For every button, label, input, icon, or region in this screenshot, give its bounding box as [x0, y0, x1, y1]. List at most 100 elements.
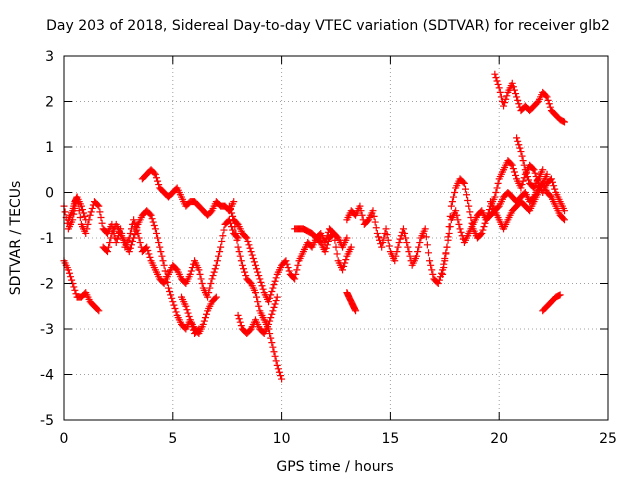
- data-point: [482, 216, 490, 224]
- data-point: [219, 232, 227, 240]
- data-point: [403, 239, 411, 247]
- data-point: [234, 311, 242, 319]
- data-point: [211, 294, 219, 302]
- data-point: [399, 225, 407, 233]
- data-point: [459, 178, 467, 186]
- data-point: [237, 322, 245, 330]
- data-point: [271, 352, 279, 360]
- data-point: [167, 291, 175, 299]
- data-point: [272, 357, 280, 365]
- data-point: [265, 298, 273, 306]
- data-point: [82, 229, 90, 237]
- series-track-n: [513, 134, 547, 192]
- data-point: [269, 284, 277, 292]
- data-point: [560, 216, 568, 224]
- data-point: [70, 283, 78, 291]
- data-point: [253, 265, 261, 273]
- data-point: [270, 348, 278, 356]
- series-track-o: [343, 289, 360, 315]
- data-point: [451, 189, 459, 196]
- data-point: [230, 198, 238, 206]
- data-point: [267, 314, 275, 322]
- data-point: [71, 286, 79, 294]
- data-point: [75, 207, 83, 215]
- data-point: [201, 314, 209, 322]
- data-point: [543, 93, 551, 101]
- data-point: [150, 221, 158, 229]
- data-point: [275, 368, 283, 376]
- data-point: [404, 243, 412, 251]
- data-point: [435, 276, 443, 284]
- data-point: [357, 207, 365, 215]
- data-point: [282, 257, 290, 265]
- data-point: [187, 267, 195, 275]
- data-point: [251, 261, 259, 269]
- data-point: [479, 226, 487, 234]
- data-point: [429, 270, 437, 278]
- data-point: [247, 248, 255, 256]
- data-point: [273, 361, 281, 369]
- data-point: [373, 229, 381, 237]
- data-point: [513, 93, 521, 101]
- data-point: [136, 239, 144, 247]
- data-point: [206, 284, 214, 292]
- data-point: [220, 226, 228, 234]
- data-point: [87, 208, 95, 216]
- data-point: [199, 320, 207, 328]
- data-point: [517, 148, 525, 156]
- data-point: [257, 278, 265, 286]
- data-point: [195, 266, 203, 274]
- data-point: [347, 243, 355, 251]
- y-tick-label: -5: [40, 413, 54, 429]
- data-point: [493, 77, 501, 85]
- data-point: [423, 241, 431, 249]
- data-point: [94, 201, 102, 209]
- data-point: [170, 301, 178, 309]
- data-point: [551, 185, 559, 193]
- data-point: [159, 257, 167, 265]
- data-point: [455, 220, 463, 228]
- data-point: [125, 248, 133, 256]
- data-point: [484, 209, 492, 217]
- data-point: [244, 237, 252, 245]
- data-point: [515, 141, 523, 149]
- data-point: [503, 92, 511, 100]
- data-point: [512, 171, 520, 179]
- data-point: [84, 220, 92, 228]
- data-point: [352, 307, 360, 315]
- data-point: [438, 269, 446, 277]
- data-point: [284, 264, 292, 272]
- data-point: [249, 254, 257, 262]
- data-point: [414, 248, 422, 256]
- data-point: [520, 161, 528, 169]
- data-point: [107, 234, 115, 242]
- data-point: [500, 102, 508, 110]
- data-point: [130, 216, 138, 224]
- data-point: [491, 193, 499, 201]
- data-point: [426, 257, 434, 265]
- data-point: [278, 375, 286, 383]
- data-point: [521, 166, 529, 174]
- x-tick-label: 10: [273, 431, 291, 447]
- data-point: [277, 372, 285, 380]
- data-point: [243, 234, 251, 242]
- data-point: [210, 268, 218, 276]
- data-point: [266, 317, 274, 325]
- data-point: [151, 170, 159, 178]
- data-point: [333, 250, 341, 258]
- data-point: [233, 236, 241, 244]
- data-point: [525, 176, 533, 184]
- data-point: [416, 239, 424, 247]
- data-point: [216, 248, 224, 256]
- data-point: [236, 318, 244, 326]
- data-point: [231, 223, 239, 231]
- data-point: [68, 276, 76, 284]
- data-point: [131, 231, 139, 239]
- series-track-f: [178, 293, 220, 338]
- data-point: [294, 261, 302, 269]
- data-point: [559, 215, 567, 223]
- data-point: [457, 228, 465, 236]
- data-point: [161, 267, 169, 275]
- data-point: [146, 253, 154, 261]
- data-point: [439, 270, 447, 278]
